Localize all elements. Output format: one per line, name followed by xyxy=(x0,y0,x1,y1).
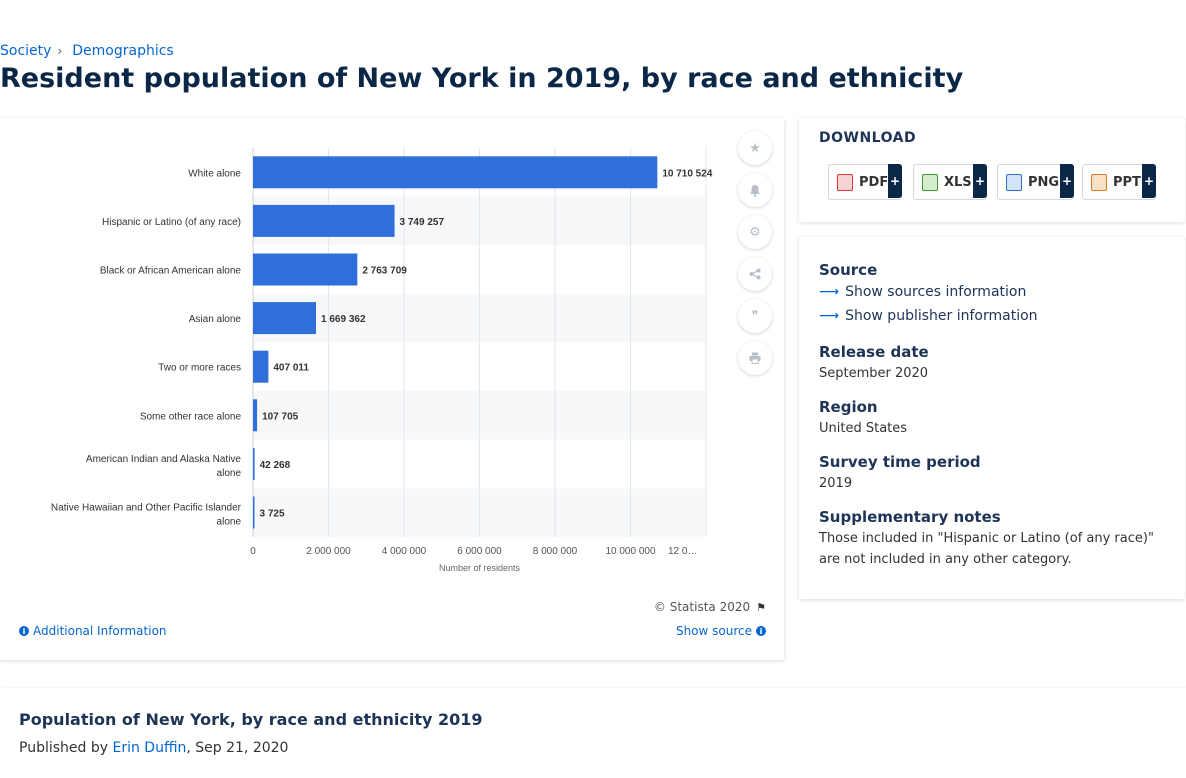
download-png-button[interactable]: PNG + xyxy=(997,164,1074,200)
xls-file-icon xyxy=(922,173,938,191)
x-tick-label: 0 xyxy=(250,546,256,557)
chevron-right-icon: › xyxy=(57,44,63,58)
data-label: 2 763 709 xyxy=(362,266,407,277)
category-label: Black or African American alone xyxy=(100,266,242,277)
x-axis-title: Number of residents xyxy=(439,563,521,573)
release-date-label: Release date xyxy=(819,343,929,361)
quote-icon[interactable]: ❞ xyxy=(738,299,772,333)
category-label: alone xyxy=(217,517,242,528)
data-label: 407 011 xyxy=(273,363,309,374)
bar xyxy=(253,447,255,480)
show-sources-link[interactable]: ⟶ Show sources information xyxy=(819,284,1027,300)
plus-icon[interactable]: + xyxy=(888,164,902,198)
bar xyxy=(253,302,317,335)
supplementary-notes-label: Supplementary notes xyxy=(819,508,1001,526)
region-label: Region xyxy=(819,398,878,416)
x-tick-label: 10 000 000 xyxy=(605,546,655,557)
ppt-file-icon xyxy=(1091,173,1107,191)
x-tick-label: 4 000 000 xyxy=(382,546,427,557)
additional-information-link[interactable]: i Additional Information xyxy=(19,624,167,638)
bell-icon[interactable] xyxy=(738,173,772,207)
region-value: United States xyxy=(819,421,908,436)
breadcrumb-society[interactable]: Society xyxy=(0,43,52,59)
data-label: 107 705 xyxy=(262,411,299,422)
category-label: Two or more races xyxy=(158,363,241,374)
plus-icon[interactable]: + xyxy=(1060,164,1074,198)
star-icon[interactable]: ★ xyxy=(738,131,772,165)
breadcrumb: Society › Demographics xyxy=(0,43,174,59)
share-icon[interactable] xyxy=(738,257,772,291)
download-panel: DOWNLOAD PDF + XLS + PNG + PPT + xyxy=(799,118,1185,222)
download-title: DOWNLOAD xyxy=(819,130,917,146)
copyright: © Statista 2020 ⚑ xyxy=(653,600,766,614)
category-label: alone xyxy=(217,468,242,479)
published-by: Published by Erin Duffin, Sep 21, 2020 xyxy=(19,740,289,756)
arrow-right-icon: ⟶ xyxy=(819,308,840,324)
category-label: Some other race alone xyxy=(140,411,242,422)
x-tick-label: 2 000 000 xyxy=(306,546,351,557)
bar xyxy=(253,350,269,383)
print-icon[interactable] xyxy=(738,341,772,375)
flag-icon[interactable]: ⚑ xyxy=(756,600,766,614)
plus-icon[interactable]: + xyxy=(973,164,987,198)
pdf-file-icon xyxy=(837,173,853,191)
info-icon: i xyxy=(756,626,766,636)
breadcrumb-demographics[interactable]: Demographics xyxy=(72,43,174,59)
source-label: Source xyxy=(819,261,878,279)
statistic-details: Population of New York, by race and ethn… xyxy=(0,688,1186,778)
download-xls-button[interactable]: XLS + xyxy=(913,164,987,200)
show-publisher-link[interactable]: ⟶ Show publisher information xyxy=(819,308,1038,324)
bar xyxy=(253,399,258,432)
x-tick-label: 8 000 000 xyxy=(533,546,578,557)
survey-period-value: 2019 xyxy=(819,476,853,491)
x-tick-label: 12 0… xyxy=(668,546,697,557)
bar xyxy=(253,204,395,237)
category-label: Asian alone xyxy=(189,314,242,325)
data-label: 3 749 257 xyxy=(400,217,445,228)
survey-period-label: Survey time period xyxy=(819,453,981,471)
page-title: Resident population of New York in 2019,… xyxy=(0,63,964,94)
statistic-title: Population of New York, by race and ethn… xyxy=(19,710,483,729)
release-date-value: September 2020 xyxy=(819,366,929,381)
show-source-link[interactable]: Show source i xyxy=(676,624,766,638)
bar-chart: 10 710 524 White alone 3 749 257 Hispanic o… xyxy=(51,148,713,573)
arrow-right-icon: ⟶ xyxy=(819,284,840,300)
download-ppt-button[interactable]: PPT + xyxy=(1082,164,1156,200)
plus-icon[interactable]: + xyxy=(1142,164,1156,198)
author-link[interactable]: Erin Duffin xyxy=(112,740,187,756)
data-label: 10 710 524 xyxy=(662,168,712,179)
png-file-icon xyxy=(1006,173,1022,191)
bar xyxy=(253,156,658,189)
supplementary-notes-line2: are not included in any other category. xyxy=(819,552,1072,567)
info-panel: Source ⟶ Show sources information ⟶ Show… xyxy=(799,237,1185,599)
data-label: 1 669 362 xyxy=(321,314,366,325)
x-tick-label: 6 000 000 xyxy=(457,546,502,557)
supplementary-notes-line1: Those included in "Hispanic or Latino (o… xyxy=(819,531,1154,546)
category-label: American Indian and Alaska Native xyxy=(86,454,242,465)
category-label: Hispanic or Latino (of any race) xyxy=(102,217,241,228)
gear-icon[interactable]: ⚙ xyxy=(738,215,772,249)
bar xyxy=(253,253,358,286)
category-label: Native Hawaiian and Other Pacific Island… xyxy=(51,503,242,514)
data-label: 3 725 xyxy=(260,509,285,520)
info-icon: i xyxy=(19,626,29,636)
chart-toolbar: ★ ⚙ ❞ xyxy=(738,131,772,383)
chart-card: 10 710 524 White alone 3 749 257 Hispanic o… xyxy=(0,118,784,660)
data-label: 42 268 xyxy=(260,460,291,471)
category-label: White alone xyxy=(188,168,241,179)
download-pdf-button[interactable]: PDF + xyxy=(828,164,902,200)
bar xyxy=(253,496,255,529)
